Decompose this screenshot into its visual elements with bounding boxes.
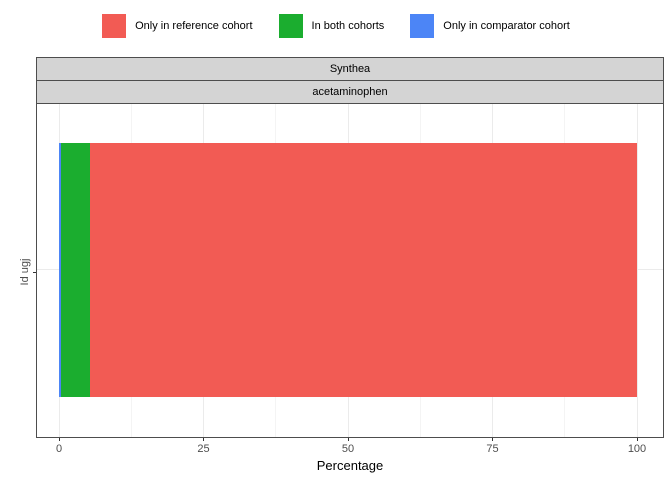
x-axis-title: Percentage bbox=[316, 458, 384, 473]
bar-segment bbox=[59, 143, 62, 397]
plot-panel bbox=[36, 103, 664, 438]
facet-strip-database-label: Synthea bbox=[329, 63, 371, 75]
x-axis-tick-mark bbox=[636, 438, 638, 441]
legend-item-label: In both cohorts bbox=[311, 20, 385, 32]
facet-strip-database: Synthea bbox=[36, 57, 664, 81]
x-axis-tick-label: 25 bbox=[197, 443, 210, 455]
legend: Only in reference cohort In both cohorts O… bbox=[0, 14, 672, 38]
legend-key-swatch bbox=[102, 14, 127, 38]
legend-item-label: Only in reference cohort bbox=[135, 20, 253, 32]
legend-key-swatch bbox=[410, 14, 435, 38]
legend-key-swatch bbox=[278, 14, 303, 38]
facet-strip-cohort-label: acetaminophen bbox=[312, 86, 388, 98]
x-axis-tick-label: 0 bbox=[55, 443, 63, 455]
x-axis-tick-label: 100 bbox=[627, 443, 647, 455]
x-axis-tick-mark bbox=[492, 438, 493, 441]
legend-item: Only in comparator cohort bbox=[410, 14, 570, 38]
x-axis-tick-label: 50 bbox=[341, 443, 355, 455]
x-axis-tick-mark bbox=[347, 438, 349, 441]
legend-item-label: Only in comparator cohort bbox=[443, 20, 570, 32]
x-axis-tick-mark bbox=[203, 438, 204, 441]
x-axis-tick-mark bbox=[58, 438, 60, 441]
legend-item: Only in reference cohort bbox=[102, 14, 253, 38]
facet-strip-cohort: acetaminophen bbox=[36, 80, 664, 104]
y-axis-tick-mark bbox=[33, 272, 36, 273]
y-axis-category-label: Id ugj bbox=[19, 258, 31, 286]
stacked-bar bbox=[59, 143, 637, 397]
legend-item: In both cohorts bbox=[278, 14, 385, 38]
major-gridline bbox=[636, 104, 638, 437]
bar-segment bbox=[61, 143, 90, 397]
x-axis-tick-label: 75 bbox=[486, 443, 499, 455]
bar-segment bbox=[89, 143, 637, 397]
